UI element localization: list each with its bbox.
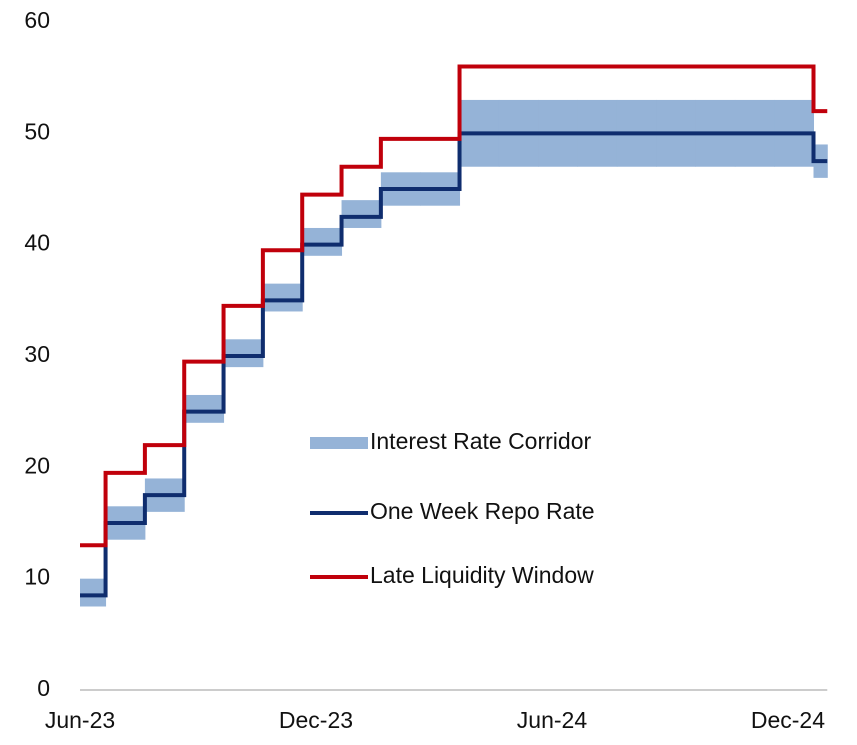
y-tick-label: 0 [37, 675, 50, 701]
legend-swatch [310, 437, 368, 449]
y-tick-label: 20 [24, 452, 50, 478]
corridor-band [223, 339, 264, 368]
y-tick-label: 50 [24, 118, 50, 144]
legend-label: Interest Rate Corridor [370, 428, 591, 454]
y-tick-label: 40 [24, 230, 50, 256]
corridor-band [184, 394, 225, 423]
x-tick-label: Jun-24 [517, 707, 588, 733]
y-tick-label: 10 [24, 564, 50, 590]
x-tick-label: Dec-23 [279, 707, 353, 733]
x-tick-label: Jun-23 [45, 707, 115, 733]
rate-line [80, 131, 828, 598]
legend-label: One Week Repo Rate [370, 498, 595, 524]
corridor-band [341, 200, 382, 228]
legend-label: Late Liquidity Window [370, 562, 594, 588]
rate-line [80, 64, 828, 548]
corridor-band [262, 283, 303, 312]
corridor-band [80, 578, 107, 607]
y-tick-label: 30 [24, 341, 50, 367]
x-tick-label: Dec-24 [751, 707, 825, 733]
corridor-band [302, 227, 343, 256]
y-tick-label: 60 [24, 7, 50, 33]
